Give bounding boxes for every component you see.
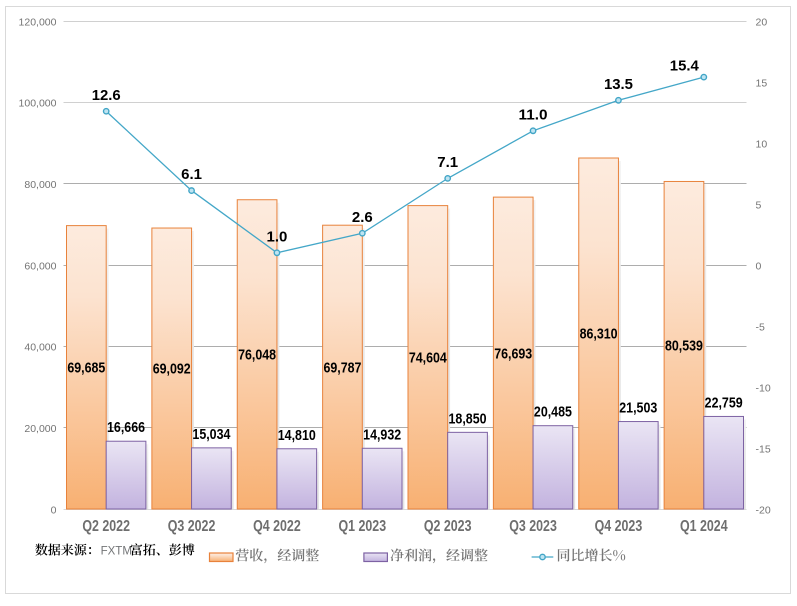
svg-text:Q1 2024: Q1 2024 [680, 518, 728, 535]
svg-text:69,685: 69,685 [67, 360, 105, 377]
svg-text:12.6: 12.6 [92, 87, 121, 104]
svg-text:69,092: 69,092 [153, 361, 191, 378]
svg-text:Q4 2022: Q4 2022 [253, 518, 301, 535]
svg-text:120,000: 120,000 [19, 16, 57, 28]
svg-text:Q2 2022: Q2 2022 [82, 518, 130, 535]
svg-text:5: 5 [756, 199, 762, 211]
svg-text:14,932: 14,932 [363, 426, 401, 443]
svg-text:-10: -10 [756, 382, 771, 394]
svg-text:-20: -20 [756, 504, 771, 516]
svg-text:6.1: 6.1 [181, 166, 202, 183]
svg-text:Q2 2023: Q2 2023 [424, 518, 472, 535]
svg-text:40,000: 40,000 [24, 342, 56, 354]
svg-text:22,759: 22,759 [705, 394, 743, 411]
svg-text:Q3 2023: Q3 2023 [509, 518, 557, 535]
svg-text:FXTM: FXTM [101, 546, 132, 558]
svg-text:60,000: 60,000 [24, 260, 56, 272]
svg-text:100,000: 100,000 [19, 98, 57, 110]
svg-text:-15: -15 [756, 443, 771, 455]
svg-text:7.1: 7.1 [437, 154, 458, 171]
svg-text:Q4 2023: Q4 2023 [595, 518, 643, 535]
svg-text:80,000: 80,000 [24, 179, 56, 191]
svg-text:13.5: 13.5 [604, 76, 633, 93]
svg-text:1.0: 1.0 [267, 228, 288, 245]
svg-text:Q3 2022: Q3 2022 [168, 518, 216, 535]
svg-text:76,048: 76,048 [238, 347, 276, 364]
svg-text:20,000: 20,000 [24, 423, 56, 435]
svg-text:76,693: 76,693 [494, 345, 532, 362]
svg-text:15,034: 15,034 [192, 426, 231, 443]
svg-text:20,485: 20,485 [534, 404, 572, 421]
svg-text:11.0: 11.0 [519, 106, 548, 123]
svg-text:86,310: 86,310 [580, 326, 618, 343]
svg-text:10: 10 [756, 138, 768, 150]
svg-text:69,787: 69,787 [323, 359, 361, 376]
svg-text:0: 0 [756, 260, 762, 272]
svg-text:2.6: 2.6 [352, 209, 373, 226]
svg-text:15: 15 [756, 77, 768, 89]
svg-text:80,539: 80,539 [665, 337, 703, 354]
svg-text:74,604: 74,604 [409, 350, 448, 367]
svg-text:15.4: 15.4 [670, 58, 700, 75]
svg-text:-5: -5 [756, 321, 765, 333]
svg-text:18,850: 18,850 [449, 410, 487, 427]
svg-text:Q1 2023: Q1 2023 [339, 518, 387, 535]
svg-text:16,666: 16,666 [107, 419, 145, 436]
svg-text:20: 20 [756, 16, 768, 28]
svg-text:0: 0 [51, 504, 57, 516]
svg-text:21,503: 21,503 [619, 400, 657, 417]
svg-text:14,810: 14,810 [278, 427, 316, 444]
